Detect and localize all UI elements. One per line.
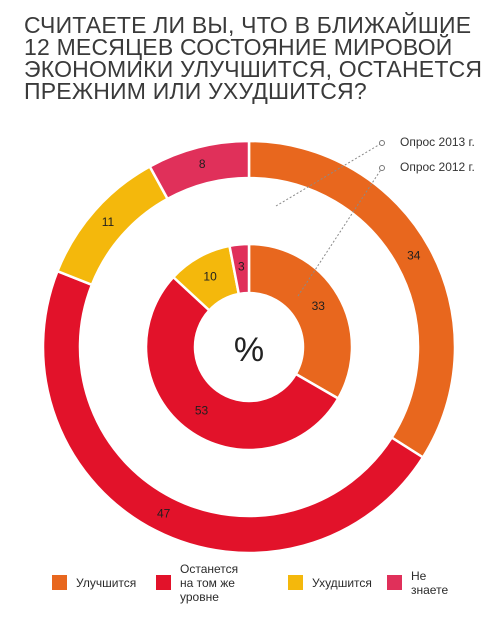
- callout-dot: [379, 165, 385, 171]
- data-label-improve: 33: [312, 299, 326, 313]
- title-line: ПРЕЖНИМ ИЛИ УХУДШИТСЯ?: [24, 78, 367, 104]
- slice-same: [144, 275, 340, 452]
- title-line: СЧИТАЕТЕ ЛИ ВЫ, ЧТО В БЛИЖАЙШИЕ: [24, 12, 472, 38]
- callout-dot: [379, 140, 385, 146]
- series-callout-2013: Опрос 2013 г.: [275, 135, 475, 207]
- series-label: Опрос 2012 г.: [400, 160, 475, 174]
- data-label-dont-know: 8: [199, 157, 206, 171]
- data-label-same: 47: [157, 507, 171, 521]
- legend-swatch: [288, 575, 303, 590]
- legend-swatch: [156, 575, 171, 590]
- slice-dont-know: [148, 139, 251, 201]
- data-label-dont-know: 3: [238, 260, 245, 274]
- center-label: %: [234, 331, 264, 369]
- data-label-improve: 34: [407, 249, 421, 263]
- inner-ring-2012: [144, 242, 354, 452]
- callout-line: [297, 167, 383, 297]
- title-line: 12 МЕСЯЦЕВ СОСТОЯНИЕ МИРОВОЙ: [24, 34, 453, 60]
- legend-label: Не знаете: [411, 569, 449, 597]
- legend-label: Ухудшится: [312, 576, 372, 590]
- slice-dont-know: [228, 242, 251, 296]
- data-label-same: 53: [195, 404, 209, 418]
- data-label-worse: 10: [203, 269, 217, 283]
- title-line: ЭКОНОМИКИ УЛУЧШИТСЯ, ОСТАНЕТСЯ: [24, 56, 483, 82]
- legend-label: Останется на том же уровне: [180, 562, 239, 604]
- legend-swatch: [52, 575, 67, 590]
- legend-swatch: [387, 575, 402, 590]
- callout-line: [275, 142, 383, 207]
- chart-title: СЧИТАЕТЕ ЛИ ВЫ, ЧТО В БЛИЖАЙШИЕ 12 МЕСЯЦ…: [24, 12, 484, 104]
- slice-improve: [247, 242, 354, 401]
- series-label: Опрос 2013 г.: [400, 135, 475, 149]
- series-callout-2012: Опрос 2012 г.: [297, 160, 475, 297]
- value-labels: 34 47 11 8 33 53 10 3: [102, 157, 421, 521]
- legend: Улучшится Останется на том же уровне Уху…: [0, 562, 499, 606]
- legend-label: Улучшится: [76, 576, 137, 590]
- outer-ring-2013: [41, 139, 457, 555]
- data-label-worse: 11: [102, 215, 115, 229]
